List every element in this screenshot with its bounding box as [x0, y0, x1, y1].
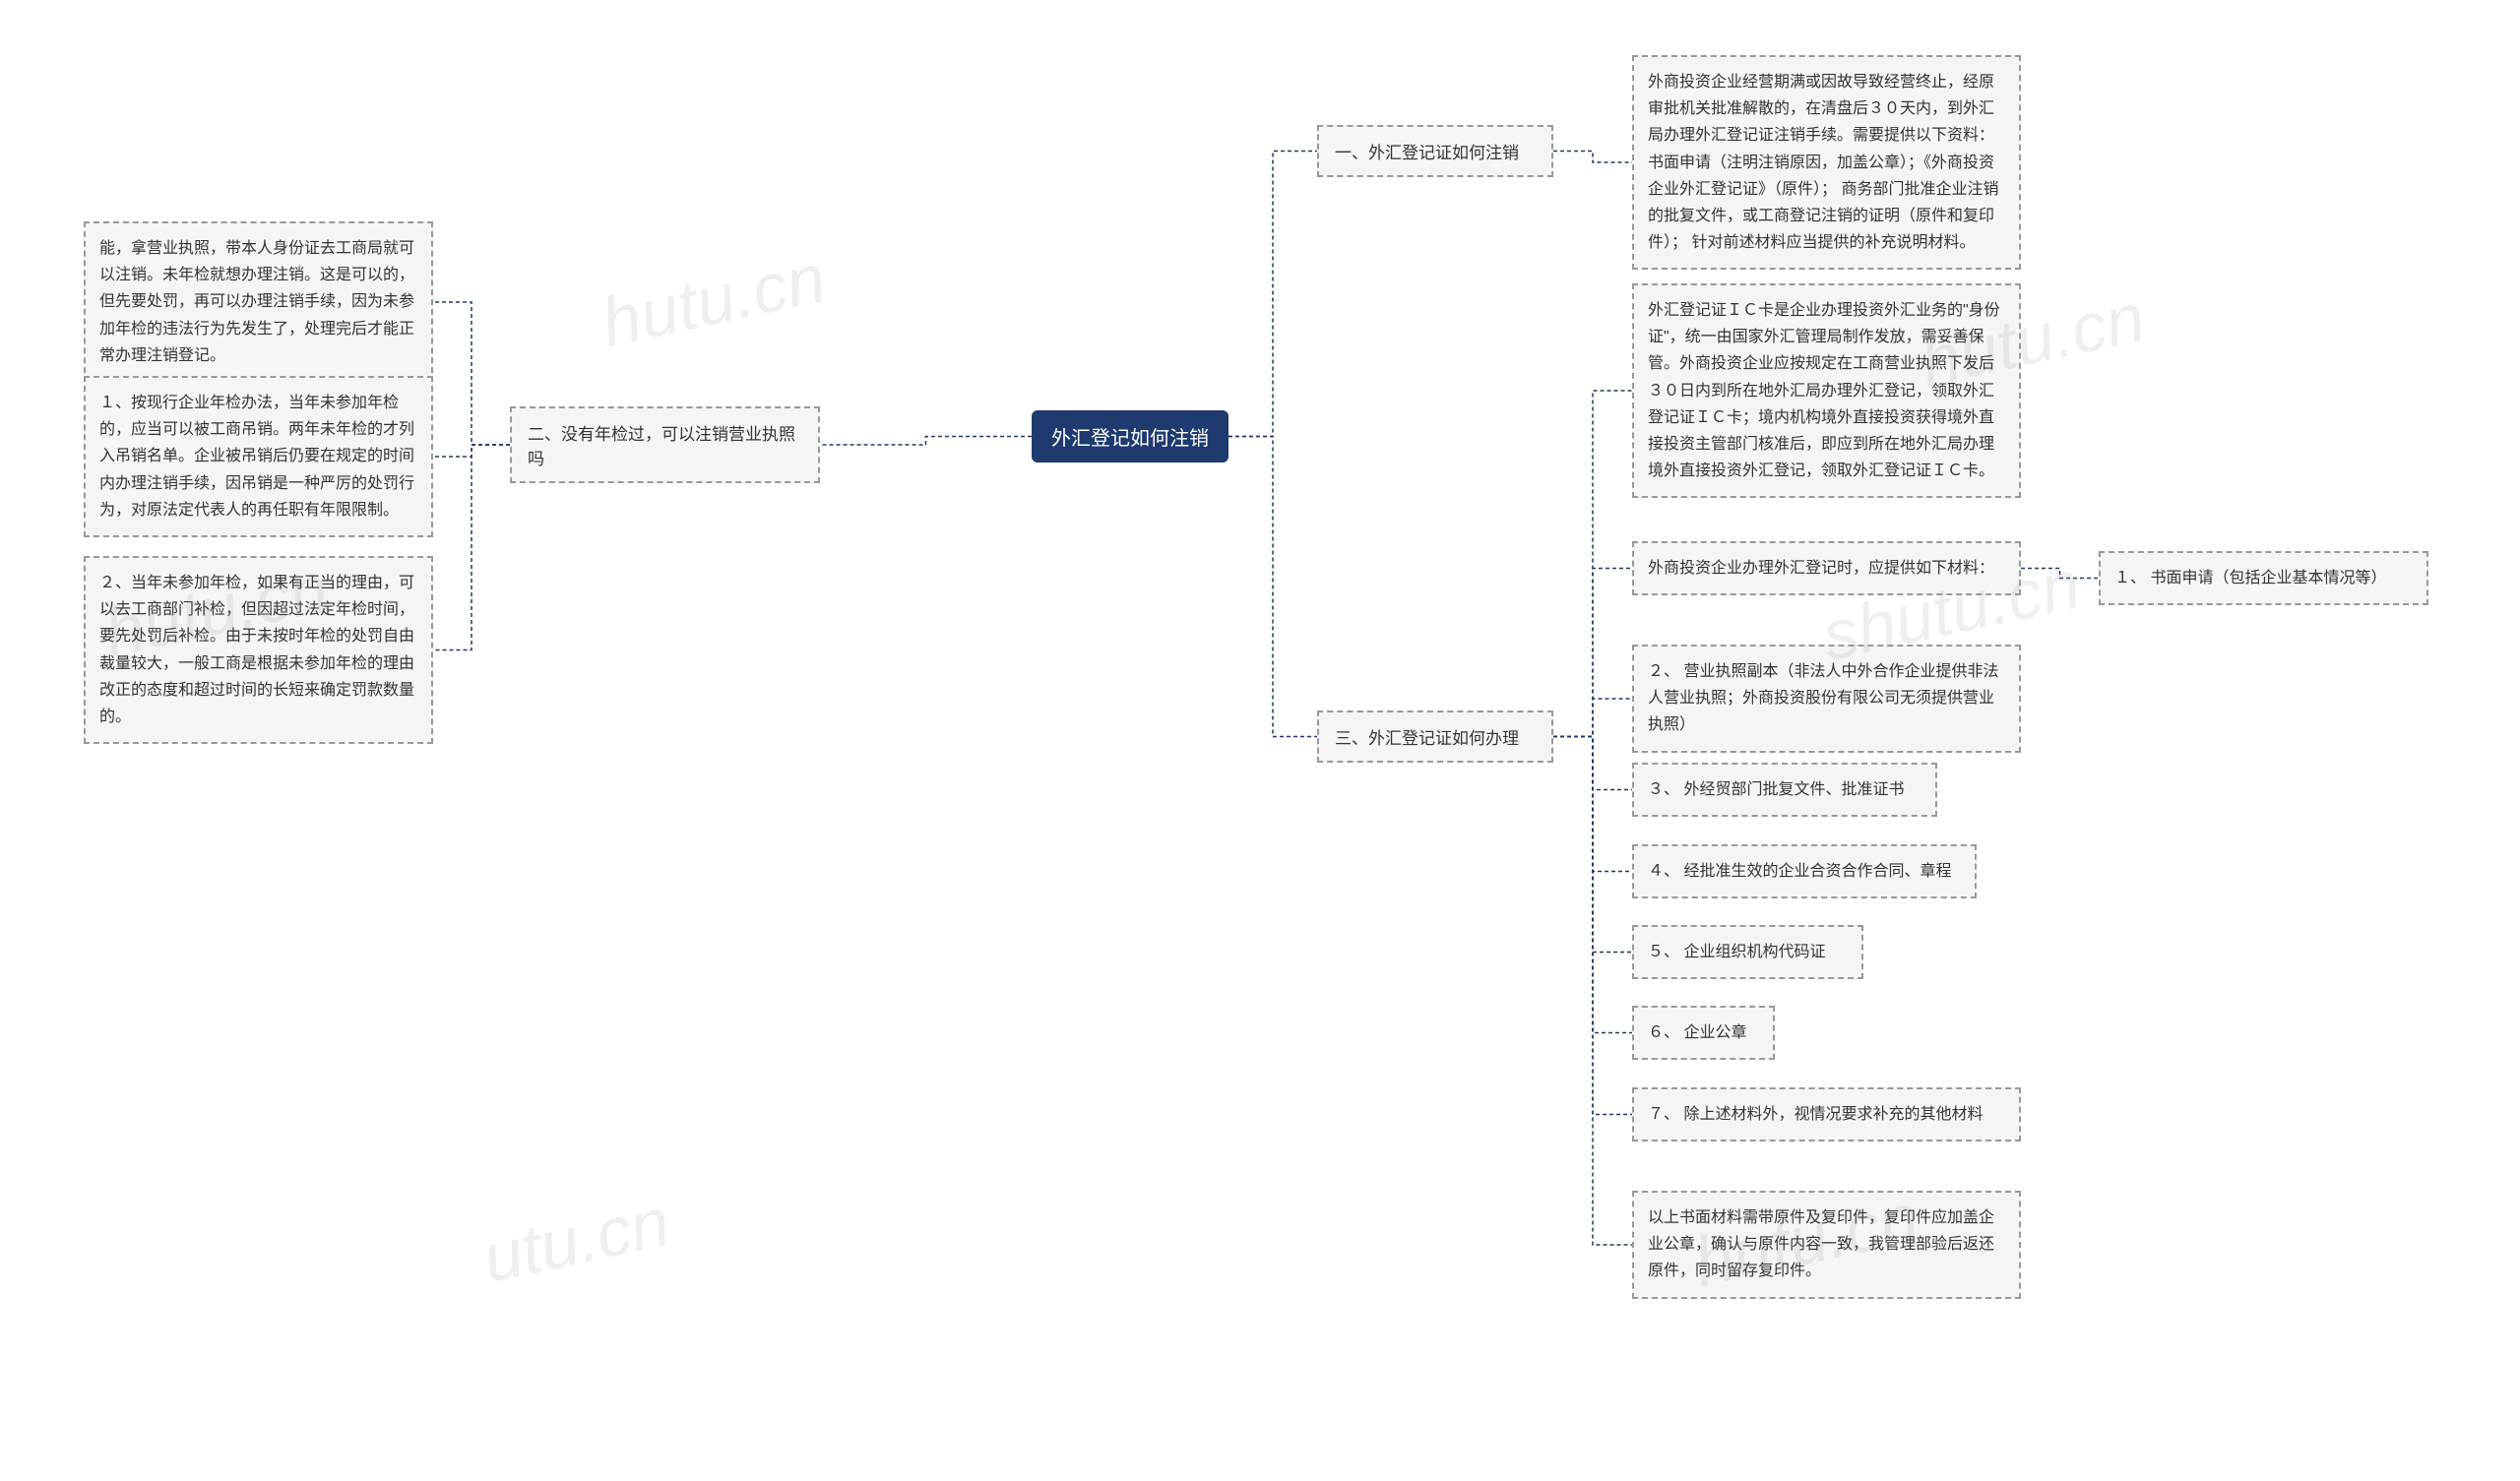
leaf-t1c1-label: 外商投资企业经营期满或因故导致经营终止，经原审批机关批准解散的，在清盘后３０天内… — [1648, 74, 1998, 251]
leaf-t3c6-label: ５、 企业组织机构代码证 — [1648, 944, 1825, 960]
leaf-t2c2-label: １、按现行企业年检办法，当年未参加年检的，应当可以被工商吊销。两年未年检的才列入… — [99, 395, 414, 519]
leaf-t3c3-label: ２、 营业执照副本（非法人中外合作企业提供非法人营业执照；外商投资股份有限公司无… — [1648, 663, 1998, 733]
leaf-t3c3: ２、 营业执照副本（非法人中外合作企业提供非法人营业执照；外商投资股份有限公司无… — [1632, 645, 2021, 753]
leaf-t2c1-label: 能，拿营业执照，带本人身份证去工商局就可以注销。未年检就想办理注销。这是可以的，… — [99, 240, 414, 364]
leaf-t3c1: 外汇登记证ＩＣ卡是企业办理投资外汇业务的"身份证"，统一由国家外汇管理局制作发放… — [1632, 283, 2021, 498]
root-label: 外汇登记如何注销 — [1051, 428, 1209, 450]
topic-t2: 二、没有年检过，可以注销营业执照吗 — [510, 406, 820, 483]
leaf-t1c1: 外商投资企业经营期满或因故导致经营终止，经原审批机关批准解散的，在清盘后３０天内… — [1632, 55, 2021, 270]
leaf-t2c3: ２、当年未参加年检，如果有正当的理由，可以去工商部门补检，但因超过法定年检时间，… — [84, 556, 433, 744]
leaf-t3c5: ４、 经批准生效的企业合资合作合同、章程 — [1632, 844, 1977, 898]
leaf-t3c7-label: ６、 企业公章 — [1648, 1024, 1746, 1041]
leaf-t3c9-label: 以上书面材料需带原件及复印件，复印件应加盖企业公章，确认与原件内容一致，我管理部… — [1648, 1209, 1994, 1279]
topic-t3-label: 三、外汇登记证如何办理 — [1335, 729, 1519, 748]
leaf-t3c6: ５、 企业组织机构代码证 — [1632, 925, 1863, 979]
leaf-t2c3-label: ２、当年未参加年检，如果有正当的理由，可以去工商部门补检，但因超过法定年检时间，… — [99, 575, 414, 725]
leaf-t2c2: １、按现行企业年检办法，当年未参加年检的，应当可以被工商吊销。两年未年检的才列入… — [84, 376, 433, 537]
leaf-t3c4: ３、 外经贸部门批复文件、批准证书 — [1632, 763, 1937, 817]
leaf-t3c2a-label: １、 书面申请（包括企业基本情况等） — [2114, 570, 2386, 586]
leaf-t3c4-label: ３、 外经贸部门批复文件、批准证书 — [1648, 781, 1904, 798]
leaf-t3c9: 以上书面材料需带原件及复印件，复印件应加盖企业公章，确认与原件内容一致，我管理部… — [1632, 1191, 2021, 1299]
leaf-t3c8-label: ７、 除上述材料外，视情况要求补充的其他材料 — [1648, 1106, 1983, 1123]
topic-t1-label: 一、外汇登记证如何注销 — [1335, 144, 1519, 162]
topic-t1: 一、外汇登记证如何注销 — [1317, 125, 1553, 177]
leaf-t3c5-label: ４、 经批准生效的企业合资合作合同、章程 — [1648, 863, 1951, 880]
leaf-t3c2a: １、 书面申请（包括企业基本情况等） — [2099, 551, 2428, 605]
leaf-t2c1: 能，拿营业执照，带本人身份证去工商局就可以注销。未年检就想办理注销。这是可以的，… — [84, 221, 433, 383]
leaf-t3c8: ７、 除上述材料外，视情况要求补充的其他材料 — [1632, 1087, 2021, 1142]
leaf-t3c2: 外商投资企业办理外汇登记时，应提供如下材料： — [1632, 541, 2021, 595]
leaf-t3c1-label: 外汇登记证ＩＣ卡是企业办理投资外汇业务的"身份证"，统一由国家外汇管理局制作发放… — [1648, 302, 2000, 479]
root-node: 外汇登记如何注销 — [1032, 410, 1228, 463]
topic-t2-label: 二、没有年检过，可以注销营业执照吗 — [528, 425, 795, 468]
topic-t3: 三、外汇登记证如何办理 — [1317, 710, 1553, 763]
leaf-t3c7: ６、 企业公章 — [1632, 1006, 1775, 1060]
leaf-t3c2-label: 外商投资企业办理外汇登记时，应提供如下材料： — [1648, 560, 1994, 577]
